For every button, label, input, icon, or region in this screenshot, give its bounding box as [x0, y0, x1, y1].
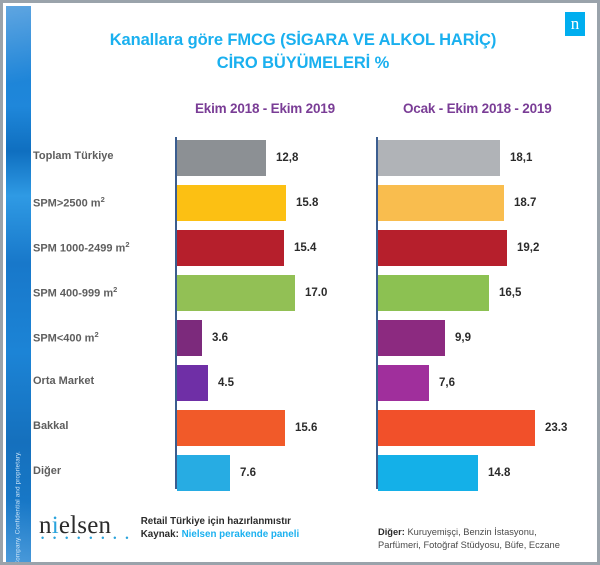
footer-other-text-1: Kuruyemişçi, Benzin İstasyonu, — [407, 527, 537, 537]
category-label-3: SPM 400-999 m2 — [33, 284, 118, 300]
title-line-2: CİRO BÜYÜMELERİ % — [216, 54, 390, 72]
bar-fill — [177, 409, 285, 446]
nielsen-wordmark: nielsen — [39, 512, 112, 539]
footer-prepared-for: Retail Türkiye için hazırlanmıstır — [140, 516, 291, 527]
bar-0-4[interactable] — [177, 319, 202, 356]
footer-branding: nielsen • • • • • • • • Retail Türkiye i… — [39, 512, 299, 544]
footer-other-text-2: Parfümeri, Fotoğraf Stüdyosu, Büfe, Ecza… — [378, 540, 560, 550]
bar-1-7[interactable] — [378, 454, 478, 491]
bar-0-6[interactable] — [177, 409, 285, 446]
bar-fill — [177, 139, 266, 176]
chart-subtitles: Ekim 2018 - Ekim 2019 Ocak - Ekim 2018 -… — [33, 101, 593, 125]
bar-value-label-1-2: 19,2 — [517, 241, 540, 254]
bar-1-0[interactable] — [378, 139, 500, 176]
footer-note: Retail Türkiye için hazırlanmıstır Kayna… — [141, 515, 299, 541]
bar-fill — [378, 229, 507, 266]
charts-container: Toplam Türkiye SPM>2500 m2 SPM 1000-2499 m… — [3, 135, 597, 495]
bar-1-2[interactable] — [378, 229, 507, 266]
left-blue-ribbon: Copyright © 2017 The Nielsen Company. Co… — [6, 6, 31, 562]
nielsen-dots-decoration: • • • • • • • • — [41, 533, 132, 543]
footer-source-value: Nielsen perakende paneli — [181, 529, 300, 540]
bar-0-2[interactable] — [177, 229, 284, 266]
footer-source-label: Kaynak: — [140, 529, 179, 540]
bar-value-label-1-0: 18,1 — [510, 151, 533, 164]
subtitle-left-period: Ekim 2018 - Ekim 2019 — [195, 101, 335, 116]
bar-1-5[interactable] — [378, 364, 429, 401]
bar-fill — [378, 319, 445, 356]
bar-fill — [378, 184, 504, 221]
bar-1-3[interactable] — [378, 274, 489, 311]
nielsen-n-logo-icon: n — [565, 12, 585, 36]
bar-0-0[interactable] — [177, 139, 266, 176]
bar-1-1[interactable] — [378, 184, 504, 221]
category-label-1: SPM>2500 m2 — [33, 194, 105, 210]
bar-0-7[interactable] — [177, 454, 230, 491]
category-label-6: Bakkal — [33, 419, 69, 432]
bar-fill — [177, 454, 230, 491]
bar-value-label-0-6: 15.6 — [295, 421, 318, 434]
bar-value-label-0-7: 7.6 — [240, 466, 256, 479]
category-label-0: Toplam Türkiye — [33, 149, 114, 162]
bar-0-1[interactable] — [177, 184, 286, 221]
footer-other-label: Diğer: — [378, 527, 405, 537]
bar-fill — [378, 364, 429, 401]
chart-left-ekim: 12,8 15.8 15.4 17.0 3.6 4.5 15.6 7.6 — [175, 135, 365, 495]
category-label-4: SPM<400 m2 — [33, 329, 99, 345]
bar-value-label-0-1: 15.8 — [296, 196, 319, 209]
bar-1-6[interactable] — [378, 409, 535, 446]
bar-fill — [177, 229, 284, 266]
bar-value-label-1-7: 14.8 — [488, 466, 511, 479]
footer-other-definition: Diğer: Kuruyemişçi, Benzin İstasyonu, Pa… — [378, 526, 593, 552]
category-axis-labels: Toplam Türkiye SPM>2500 m2 SPM 1000-2499 m… — [33, 135, 173, 495]
category-label-2: SPM 1000-2499 m2 — [33, 239, 130, 255]
bar-fill — [378, 139, 500, 176]
bar-value-label-0-4: 3.6 — [212, 331, 228, 344]
bar-fill — [177, 274, 295, 311]
bar-1-4[interactable] — [378, 319, 445, 356]
bar-value-label-0-0: 12,8 — [276, 151, 299, 164]
bar-fill — [378, 409, 535, 446]
bar-fill — [378, 274, 489, 311]
bar-0-3[interactable] — [177, 274, 295, 311]
bar-value-label-0-3: 17.0 — [305, 286, 328, 299]
bar-0-5[interactable] — [177, 364, 208, 401]
bar-value-label-1-1: 18.7 — [514, 196, 537, 209]
bar-fill — [177, 364, 208, 401]
bar-fill — [378, 454, 478, 491]
bar-value-label-1-4: 9,9 — [455, 331, 471, 344]
value-axis-right — [376, 137, 378, 489]
bar-value-label-1-5: 7,6 — [439, 376, 455, 389]
category-label-7: Diğer — [33, 464, 62, 477]
page-title: Kanallara göre FMCG (SİGARA VE ALKOL HAR… — [43, 29, 563, 75]
bar-fill — [177, 319, 202, 356]
bar-value-label-0-2: 15.4 — [294, 241, 317, 254]
footer-source-line: Kaynak: Nielsen perakende paneli — [141, 528, 299, 541]
footer-other-line-1: Diğer: Kuruyemişçi, Benzin İstasyonu, — [378, 526, 593, 539]
title-line-1: Kanallara göre FMCG (SİGARA VE ALKOL HAR… — [109, 31, 497, 49]
subtitle-right-period: Ocak - Ekim 2018 - 2019 — [403, 101, 552, 116]
bar-value-label-1-6: 23.3 — [545, 421, 568, 434]
bar-fill — [177, 184, 286, 221]
category-label-5: Orta Market — [33, 374, 95, 387]
bar-value-label-1-3: 16,5 — [499, 286, 522, 299]
chart-right-ocak-ekim: 18,1 18.7 19,2 16,5 9,9 7,6 23.3 14.8 — [376, 135, 591, 495]
bar-value-label-0-5: 4.5 — [218, 376, 234, 389]
value-axis-left — [175, 137, 177, 489]
